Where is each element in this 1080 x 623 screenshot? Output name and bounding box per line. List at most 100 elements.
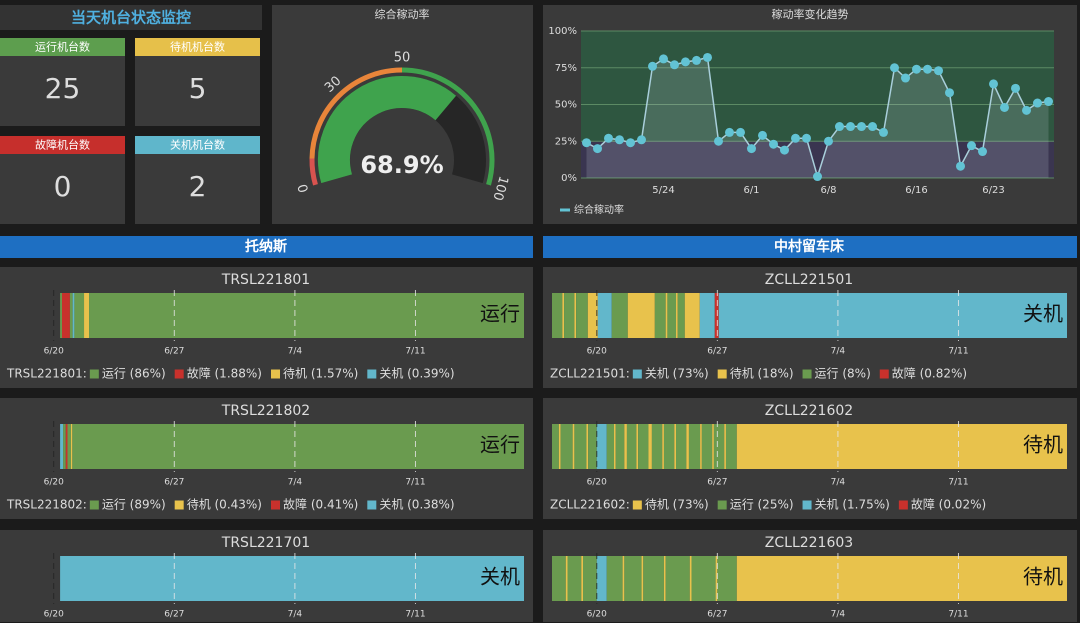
point [725,127,734,137]
point [582,138,591,148]
timeline-segment [643,556,664,601]
legend-label: 故障 (0.82%) [892,366,967,381]
timeline-segment [717,556,737,601]
timeline-segment [699,293,715,338]
card-label: 运行机台数 [35,40,90,54]
timeline-segment [665,556,690,601]
card-value: 25 [45,72,81,105]
timeline-segment [715,556,718,601]
timeline-segment [60,293,62,338]
point [802,133,811,143]
timeline-segment [606,556,623,601]
timeline-segment [596,424,607,469]
x-tick-label: 7/11 [948,610,968,620]
point [824,136,833,146]
timeline-segment [588,424,597,469]
x-tick-label: 6/23 [982,185,1004,196]
current-state: 运行 [480,433,520,457]
legend-label: 待机 (0.43%) [187,498,262,512]
point [846,122,855,132]
legend-label: 运行 (86%) [102,367,166,381]
timeline-segment [562,293,565,338]
legend-label: 运行 (89%) [102,498,166,512]
gauge-band [401,67,495,186]
legend-swatch [271,500,280,510]
timeline-segment [627,293,655,338]
timeline-segment [624,556,642,601]
x-tick-label: 7/4 [831,610,846,620]
timeline-segment [586,424,589,469]
timeline-segment [700,424,702,469]
timeline-segment [701,424,713,469]
point [835,122,844,132]
panel [272,5,533,224]
timeline-segment [596,556,607,601]
x-tick-label: 7/4 [288,478,303,488]
timeline-segment [69,293,73,338]
point [890,63,899,73]
timeline-segment [688,424,701,469]
legend-swatch [632,369,642,379]
y-tick-label: 100% [548,26,577,37]
gauge-band [309,67,403,159]
point [615,135,624,145]
timeline-segment [624,424,627,469]
point [736,127,745,137]
card-header [135,136,260,154]
timeline-segment [636,424,639,469]
y-tick-label: 25% [555,136,577,147]
timeline-segment [552,424,559,469]
timeline-segment [89,293,524,338]
timeline-segment [622,556,625,601]
timeline-segment [565,556,568,601]
timeline-segment [638,424,649,469]
legend-swatch [271,369,280,379]
section-title: 中村留车床 [774,238,845,255]
x-tick-label: 7/4 [831,347,846,357]
timeline-segment [615,424,625,469]
legend-swatch [717,500,727,510]
timeline-segment [72,424,525,469]
timeline-segment [576,293,588,338]
x-tick-label: 7/4 [831,478,846,488]
x-tick-label: 6/20 [44,347,64,357]
timeline-segment [654,293,666,338]
point [637,135,646,145]
timeline-segment [689,556,692,601]
timeline-segment [560,424,573,469]
point [813,172,822,182]
point [967,141,976,151]
timeline-segment [718,293,1067,338]
card-value: 2 [189,170,207,203]
timeline-segment [724,424,726,469]
legend-label: 综合稼动率 [574,203,624,216]
x-tick-label: 6/27 [707,610,727,620]
timeline-segment [74,293,85,338]
legend-label: 待机 (73%) [645,498,709,512]
current-state: 运行 [480,302,520,326]
gauge-value-label: 68.9% [360,151,443,179]
timeline-segment [686,424,689,469]
x-tick-label: 6/1 [743,185,759,196]
timeline-segment [641,556,644,601]
x-tick-label: 5/24 [652,185,674,196]
title-bar [0,5,262,30]
section-header [0,236,533,258]
x-tick-label: 7/11 [948,347,968,357]
x-tick-label: 6/27 [164,347,184,357]
timeline-segment [60,424,64,469]
x-tick-label: 6/20 [44,478,64,488]
plot-band [581,31,1054,142]
legend-prefix: ZCLL221501: [550,367,630,381]
gauge-tick-label: 100 [489,174,510,202]
timeline-segment [552,556,566,601]
point [956,161,965,171]
x-tick-label: 6/20 [587,347,607,357]
timeline-segment [558,424,561,469]
point [901,73,910,83]
timeline-segment [626,424,637,469]
timeline-segment [72,293,75,338]
point [1044,97,1053,107]
legend-swatch [632,500,642,510]
